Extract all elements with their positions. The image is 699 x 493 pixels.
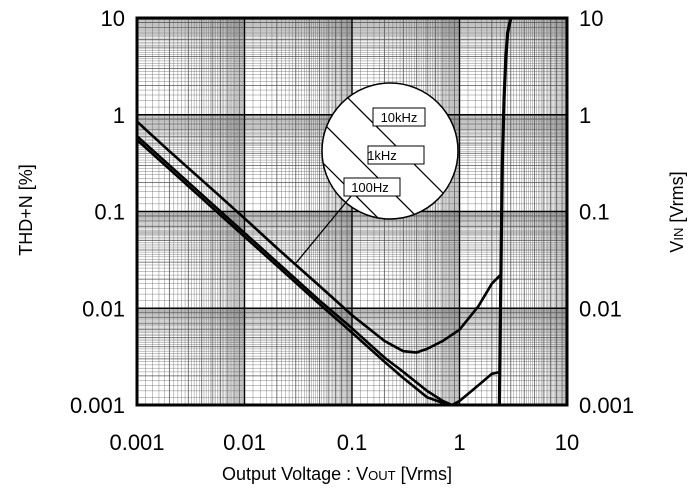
y2-tick-label: 0.01 [579,296,622,321]
y-tick-label: 10 [101,6,125,31]
x-tick-label: 10 [555,430,579,455]
x-tick-labels: 0.001 0.01 0.1 1 10 [109,430,579,455]
legend-label-100hz: 100Hz [351,180,389,195]
x-axis-title: Output Voltage : VOUT [Vrms] [222,464,452,484]
y-tick-label: 1 [113,103,125,128]
legend-line-1khz [322,89,451,219]
legend-box-10khz [372,107,426,127]
legend: 10kHz 1kHz 100Hz [295,82,459,264]
y2-tick-label: 0.001 [579,393,634,418]
legend-box-100hz [343,177,401,197]
x-tick-label: 0.01 [223,430,266,455]
y-tick-label: 0.01 [82,296,125,321]
y-tick-label: 0.1 [94,200,125,225]
legend-label-10khz: 10kHz [381,110,418,125]
series-line-1khz [136,135,501,407]
plot-frame [135,16,569,407]
y-tick-label: 0.001 [70,393,125,418]
y2-tick-label: 0.1 [579,200,610,225]
legend-leader-line [295,194,353,264]
plot-series [136,17,513,407]
x-tick-label: 1 [453,430,465,455]
series-line-10khz [136,120,502,354]
y2-axis-title: VIN [Vrms] [667,171,687,252]
series-line-vin [497,17,513,406]
y2-tick-label: 10 [579,6,603,31]
y2-tick-labels: 0.001 0.01 0.1 1 10 [579,6,634,418]
y2-tick-label: 1 [579,103,591,128]
series-line-100hz [136,138,453,407]
legend-label-1khz: 1kHz [367,148,397,163]
y-tick-labels: 0.001 0.01 0.1 1 10 [70,6,125,418]
x-tick-label: 0.001 [109,430,164,455]
x-tick-label: 0.1 [337,430,368,455]
y-axis-title: THD+N [%] [16,164,36,256]
legend-box-1khz [367,145,425,165]
